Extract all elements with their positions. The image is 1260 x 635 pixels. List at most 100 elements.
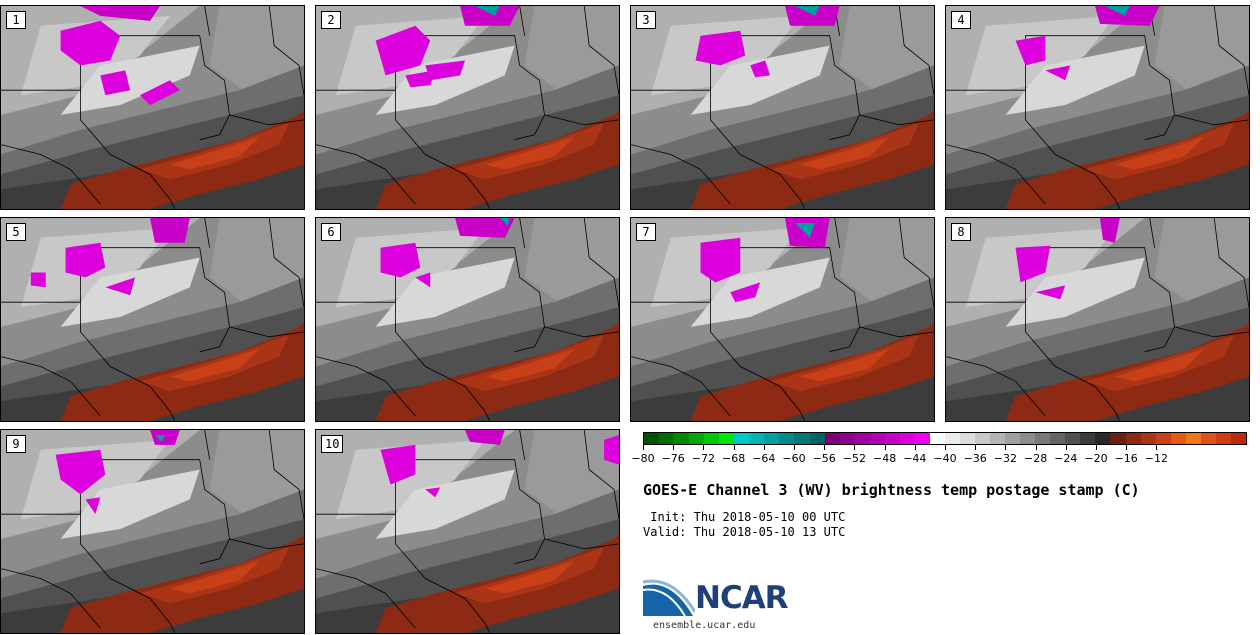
colorbar-segment: [674, 433, 690, 444]
colorbar-tick-label: −76: [661, 452, 685, 465]
colorbar-segment: [1110, 433, 1126, 444]
page-title: GOES-E Channel 3 (WV) brightness temp po…: [643, 481, 1140, 499]
colorbar-tick-label: −44: [903, 452, 927, 465]
colorbar-segment: [884, 433, 900, 444]
colorbar-segment: [929, 433, 945, 444]
logo-text: NCAR: [695, 580, 789, 616]
colorbar-tick: [975, 445, 977, 450]
colorbar-tick-label: −80: [631, 452, 655, 465]
colorbar-tick: [854, 445, 856, 450]
colorbar-segment: [1230, 433, 1246, 444]
colorbar: [643, 432, 1247, 445]
colorbar-tick: [1126, 445, 1128, 450]
colorbar-segment: [1155, 433, 1171, 444]
init-time: Thu 2018-05-10 00 UTC: [693, 510, 846, 524]
colorbar-tick-label: −32: [993, 452, 1017, 465]
member-number: 5: [6, 223, 26, 241]
colorbar-tick: [703, 445, 705, 450]
colorbar-segment: [1215, 433, 1231, 444]
colorbar-segment: [824, 433, 840, 444]
colorbar-tick: [884, 445, 886, 450]
colorbar-segment: [809, 433, 825, 444]
member-number: 7: [636, 223, 656, 241]
colorbar-tick: [763, 445, 765, 450]
stamp-member-10: 10: [315, 429, 620, 634]
colorbar-tick-label: −40: [933, 452, 957, 465]
colorbar-tick: [794, 445, 795, 450]
colorbar-segment: [1050, 433, 1066, 444]
colorbar-segment: [704, 433, 720, 444]
colorbar-segment: [644, 433, 660, 444]
colorbar-tick: [733, 445, 735, 450]
colorbar-segment: [869, 433, 885, 444]
colorbar-tick: [914, 445, 916, 450]
colorbar-segment: [659, 433, 675, 444]
colorbar-tick: [643, 445, 644, 450]
colorbar-tick-label: −36: [963, 452, 987, 465]
colorbar-tick: [824, 445, 826, 450]
member-number: 8: [951, 223, 971, 241]
stamp-member-4: 4: [945, 5, 1250, 210]
colorbar-segment: [914, 433, 930, 444]
colorbar-segment: [1185, 433, 1201, 444]
stamp-member-7: 7: [630, 217, 935, 422]
member-number: 9: [6, 435, 26, 453]
colorbar-segment: [1005, 433, 1021, 444]
logo-url: ensemble.ucar.edu: [653, 620, 756, 631]
colorbar-segment: [1080, 433, 1096, 444]
colorbar-segment: [899, 433, 915, 444]
stamp-member-5: 5: [0, 217, 305, 422]
colorbar-segment: [1095, 433, 1111, 444]
colorbar-tick: [945, 445, 946, 450]
member-number: 4: [951, 11, 971, 29]
colorbar-tick: [1065, 445, 1067, 450]
stamp-member-9: 9: [0, 429, 305, 634]
colorbar-segment: [1140, 433, 1156, 444]
colorbar-tick-label: −20: [1084, 452, 1108, 465]
ncar-logo: NCAR ensemble.ucar.edu: [643, 578, 803, 634]
map-image: [316, 6, 619, 209]
colorbar-tick-label: −64: [752, 452, 776, 465]
member-number: 6: [321, 223, 341, 241]
colorbar-segment: [779, 433, 795, 444]
colorbar-segment: [854, 433, 870, 444]
colorbar-segment: [764, 433, 780, 444]
map-image: [631, 6, 934, 209]
member-number: 3: [636, 11, 656, 29]
map-image: [316, 218, 619, 421]
colorbar-tick-label: −72: [691, 452, 715, 465]
colorbar-segment: [719, 433, 735, 444]
colorbar-segment: [794, 433, 810, 444]
map-image: [1, 6, 304, 209]
stamp-member-2: 2: [315, 5, 620, 210]
colorbar-tick-label: −68: [721, 452, 746, 465]
map-image: [946, 218, 1249, 421]
colorbar-tick-label: −56: [812, 452, 836, 465]
member-number: 2: [321, 11, 341, 29]
stamp-member-8: 8: [945, 217, 1250, 422]
stamp-member-3: 3: [630, 5, 935, 210]
map-image: [1, 218, 304, 421]
colorbar-segment: [1125, 433, 1141, 444]
valid-label: Valid:: [643, 525, 687, 539]
colorbar-segment: [975, 433, 991, 444]
map-image: [1, 430, 304, 633]
colorbar-segment: [944, 433, 960, 444]
stamp-member-6: 6: [315, 217, 620, 422]
colorbar-tick-label: −12: [1144, 452, 1168, 465]
colorbar-segment: [749, 433, 765, 444]
colorbar-tick: [1156, 445, 1158, 450]
colorbar-segment: [839, 433, 855, 444]
map-image: [946, 6, 1249, 209]
colorbar-segment: [959, 433, 976, 444]
ncar-swoosh-icon: [643, 579, 695, 617]
colorbar-tick: [673, 445, 675, 450]
colorbar-tick-label: −24: [1054, 452, 1078, 465]
colorbar-tick: [1005, 445, 1007, 450]
colorbar-segment: [990, 433, 1006, 444]
colorbar-ticks: −80 −76 −72 −68 −64 −60 −56 −52 −48 −44 −40 −36 −32−…: [631, 445, 1247, 465]
colorbar-tick-label: −60: [782, 452, 806, 465]
valid-line: Valid: Thu 2018-05-10 13 UTC: [643, 525, 845, 539]
stamp-member-1: 1: [0, 5, 305, 210]
valid-time: Thu 2018-05-10 13 UTC: [693, 525, 846, 539]
